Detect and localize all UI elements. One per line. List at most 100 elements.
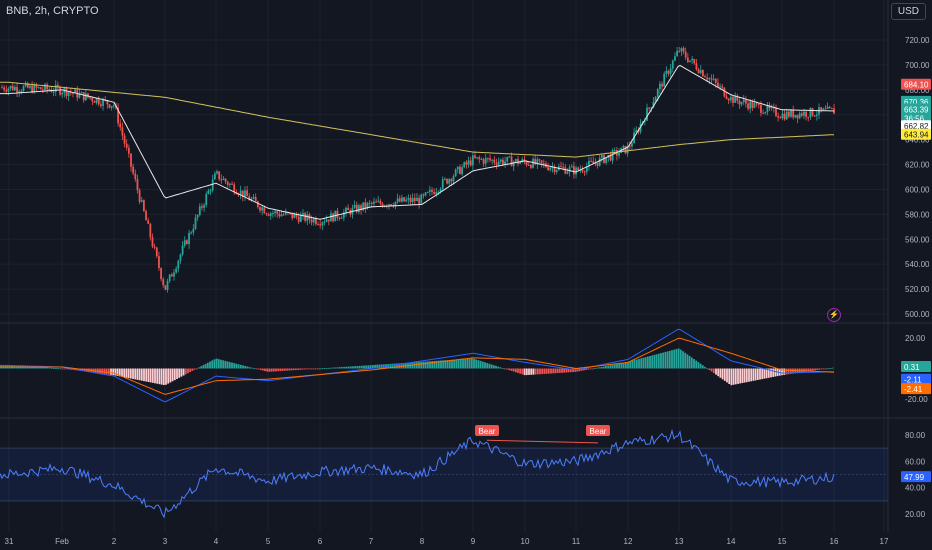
- macd-histogram-bar: [543, 368, 546, 374]
- candle-body: [347, 207, 350, 211]
- macd-histogram-bar: [829, 368, 832, 369]
- rsi-axis-tick: 80.00: [905, 431, 926, 440]
- candle-body: [702, 70, 704, 77]
- macd-histogram-bar: [800, 368, 803, 373]
- macd-histogram-bar: [598, 367, 601, 369]
- macd-histogram-bar: [334, 367, 337, 369]
- candle-body: [89, 97, 92, 99]
- macd-histogram-bar: [547, 368, 550, 374]
- bear-annotation-box: [475, 425, 499, 437]
- candle-body: [409, 197, 412, 202]
- candle-body: [65, 88, 68, 97]
- macd-histogram-bar: [180, 368, 183, 377]
- candle-body: [420, 194, 423, 204]
- macd-histogram-bar: [525, 368, 528, 376]
- candle-body: [691, 58, 694, 61]
- candle-body: [676, 50, 678, 57]
- macd-histogram-bar: [268, 368, 271, 372]
- macd-histogram-bar: [301, 368, 304, 370]
- candle-body: [205, 193, 208, 205]
- candle-body: [24, 83, 27, 87]
- candle-body: [411, 197, 414, 202]
- macd-label-box: [901, 361, 931, 373]
- macd-histogram-bar: [730, 368, 733, 386]
- currency-button[interactable]: USD: [890, 3, 926, 20]
- price-label-box: [901, 128, 931, 140]
- time-axis-tick: 12: [624, 537, 633, 546]
- macd-histogram-bar: [292, 368, 295, 371]
- macd-histogram-bar: [657, 353, 660, 369]
- candle-body: [173, 272, 175, 277]
- macd-histogram-bar: [825, 368, 827, 370]
- candle-body: [444, 178, 446, 180]
- macd-histogram-bar: [726, 368, 728, 383]
- candle-body: [35, 84, 38, 88]
- macd-histogram-bar: [283, 368, 286, 371]
- macd-histogram-bar: [455, 359, 458, 369]
- macd-histogram-bar: [446, 360, 449, 369]
- rsi-value-box: [901, 471, 931, 483]
- macd-histogram-bar: [129, 368, 132, 379]
- candle-body: [719, 86, 721, 88]
- candle-body: [734, 95, 737, 103]
- candle-body: [459, 166, 461, 175]
- candle-body: [67, 92, 70, 97]
- time-axis-tick: 15: [778, 537, 787, 546]
- macd-histogram-bar: [792, 368, 794, 374]
- macd-histogram-bar: [602, 366, 605, 369]
- macd-histogram-bar: [389, 363, 392, 369]
- candle-body: [332, 213, 334, 222]
- candle-body: [91, 98, 94, 102]
- candle-body: [525, 161, 528, 165]
- macd-histogram-bar: [594, 368, 596, 369]
- candle-body: [626, 145, 629, 154]
- price-axis-tick: 720.00: [905, 36, 930, 45]
- macd-histogram-bar: [699, 363, 702, 369]
- candle-body: [693, 58, 696, 64]
- macd-histogram-bar: [475, 359, 478, 369]
- macd-histogram-bar: [682, 351, 684, 369]
- candle-body: [194, 217, 197, 229]
- price-axis-tick: 520.00: [905, 285, 930, 294]
- candle-body: [530, 165, 532, 168]
- candle-body: [762, 112, 764, 114]
- macd-histogram-bar: [545, 368, 548, 374]
- candle-body: [175, 268, 178, 273]
- candle-body: [755, 103, 758, 105]
- candle-body: [824, 108, 827, 110]
- price-label-box: [901, 120, 931, 132]
- macd-histogram-bar: [105, 368, 108, 375]
- candle-body: [323, 221, 326, 223]
- macd-histogram-bar: [690, 357, 693, 369]
- macd-histogram-bar: [261, 368, 264, 371]
- candle-body: [435, 191, 438, 194]
- candle-body: [461, 167, 463, 175]
- macd-histogram-bar: [805, 368, 808, 372]
- price-axis-tick: 600.00: [905, 185, 930, 194]
- lightning-icon[interactable]: ⚡: [827, 308, 841, 322]
- candle-body: [452, 176, 455, 182]
- macd-histogram-bar: [640, 358, 643, 369]
- candle-body: [112, 105, 115, 107]
- macd-histogram-bar: [336, 367, 339, 369]
- macd-histogram-bar: [435, 360, 438, 369]
- candle-body: [646, 107, 648, 121]
- candle-body: [790, 109, 792, 117]
- macd-histogram-bar: [290, 368, 293, 371]
- candle-body: [370, 202, 373, 204]
- macd-histogram-bar: [473, 358, 475, 369]
- macd-histogram-bar: [717, 368, 720, 377]
- candle-body: [119, 123, 122, 128]
- candle-body: [588, 160, 590, 167]
- macd-histogram-bar: [112, 368, 115, 376]
- macd-histogram-bar: [369, 365, 372, 369]
- candle-body: [130, 153, 132, 167]
- candle-body: [11, 85, 14, 91]
- candle-body: [745, 99, 747, 104]
- candle-body: [441, 179, 444, 189]
- macd-histogram-bar: [52, 367, 55, 369]
- candle-body: [336, 210, 339, 218]
- macd-histogram-bar: [739, 368, 742, 384]
- macd-histogram-bar: [437, 360, 440, 369]
